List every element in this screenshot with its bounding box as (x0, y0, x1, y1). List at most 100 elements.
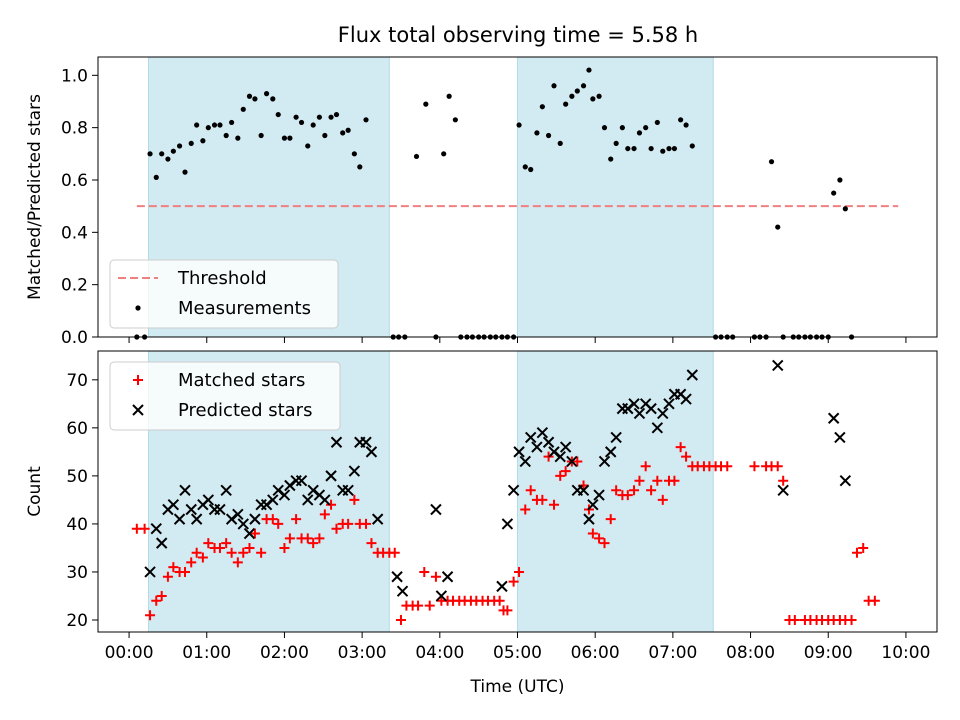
data-point (599, 538, 610, 549)
data-point (310, 122, 316, 128)
data-point (446, 93, 452, 99)
data-point (586, 67, 592, 73)
data-point (191, 547, 202, 558)
x-tick-label: 09:00 (804, 643, 853, 663)
data-point (543, 451, 554, 462)
data-point (545, 132, 552, 139)
observing-window (517, 56, 714, 338)
data-point (165, 156, 171, 162)
y-tick-label: 60 (66, 419, 88, 439)
data-point (349, 494, 360, 505)
data-point (159, 151, 165, 157)
data-point (342, 484, 354, 497)
legend-dot-marker (135, 305, 141, 311)
data-point (555, 470, 566, 481)
data-point (240, 106, 246, 112)
data-point (267, 514, 278, 525)
data-point (345, 127, 351, 133)
top-panel: 0.0 0.2 0.4 0.6 0.8 1.0 Matched/Predicted sta… (25, 56, 938, 348)
data-point (590, 96, 596, 102)
legend-box (109, 259, 339, 329)
x-tick-label: 01:00 (182, 643, 231, 663)
data-point (396, 585, 409, 597)
data-point (302, 533, 313, 544)
data-point (302, 494, 314, 506)
data-point (689, 143, 695, 149)
data-point (340, 130, 346, 136)
y-tick-label: 20 (66, 611, 88, 631)
data-point (651, 422, 664, 434)
data-point (634, 475, 645, 486)
data-point (214, 542, 225, 553)
data-point (522, 164, 528, 170)
data-point (295, 474, 308, 487)
data-point (244, 542, 255, 553)
data-point (531, 441, 543, 453)
data-point (587, 528, 598, 539)
data-point (633, 407, 646, 420)
data-point (869, 595, 880, 606)
data-point (559, 441, 572, 453)
legend-label: Matched stars (178, 370, 305, 391)
data-point (675, 442, 686, 453)
data-point (365, 446, 378, 458)
data-point (322, 132, 328, 139)
plot-frame (97, 350, 938, 633)
data-point (583, 513, 595, 525)
data-point (243, 527, 256, 540)
data-point (577, 484, 590, 497)
data-point (357, 164, 363, 170)
data-point (605, 446, 617, 458)
x-tick-label: 06:00 (571, 643, 620, 663)
data-point (501, 518, 514, 530)
data-point (749, 461, 760, 472)
data-point (145, 610, 156, 621)
data-point (578, 480, 589, 491)
data-point (182, 169, 188, 175)
data-point (263, 91, 270, 97)
data-point (772, 359, 784, 372)
data-point (238, 547, 249, 558)
data-point (524, 431, 537, 444)
data-point (326, 499, 337, 510)
data-point (648, 145, 654, 152)
y-tick-label: 0.0 (61, 328, 88, 348)
data-point (197, 552, 208, 563)
data-point (557, 140, 563, 146)
data-point (452, 117, 458, 123)
data-point (507, 484, 520, 497)
data-point (273, 518, 284, 529)
data-point (680, 393, 692, 405)
data-point (508, 576, 519, 587)
data-point (722, 461, 733, 472)
data-point (185, 503, 197, 516)
data-point (671, 145, 678, 152)
data-point (395, 614, 406, 625)
data-point (287, 135, 293, 141)
data-point (629, 485, 640, 496)
y-tick-label: 1.0 (61, 66, 88, 86)
data-point (325, 470, 337, 482)
data-point (237, 518, 249, 530)
data-point (789, 614, 800, 625)
data-point (190, 513, 203, 525)
data-point (560, 466, 571, 477)
data-point (413, 600, 424, 611)
data-point (528, 166, 534, 173)
data-point (598, 455, 611, 468)
legend-plus-marker (133, 375, 143, 385)
data-point (186, 557, 197, 568)
data-point (180, 566, 191, 577)
data-point (519, 455, 531, 468)
data-point (563, 101, 569, 107)
data-point (608, 156, 614, 162)
data-point (229, 119, 235, 126)
data-point (613, 140, 619, 146)
data-point (249, 528, 260, 539)
data-point (278, 489, 291, 501)
data-point (351, 151, 357, 157)
series-measurements (134, 67, 855, 340)
data-point (343, 518, 354, 529)
data-point (775, 224, 781, 230)
data-point (574, 88, 580, 94)
